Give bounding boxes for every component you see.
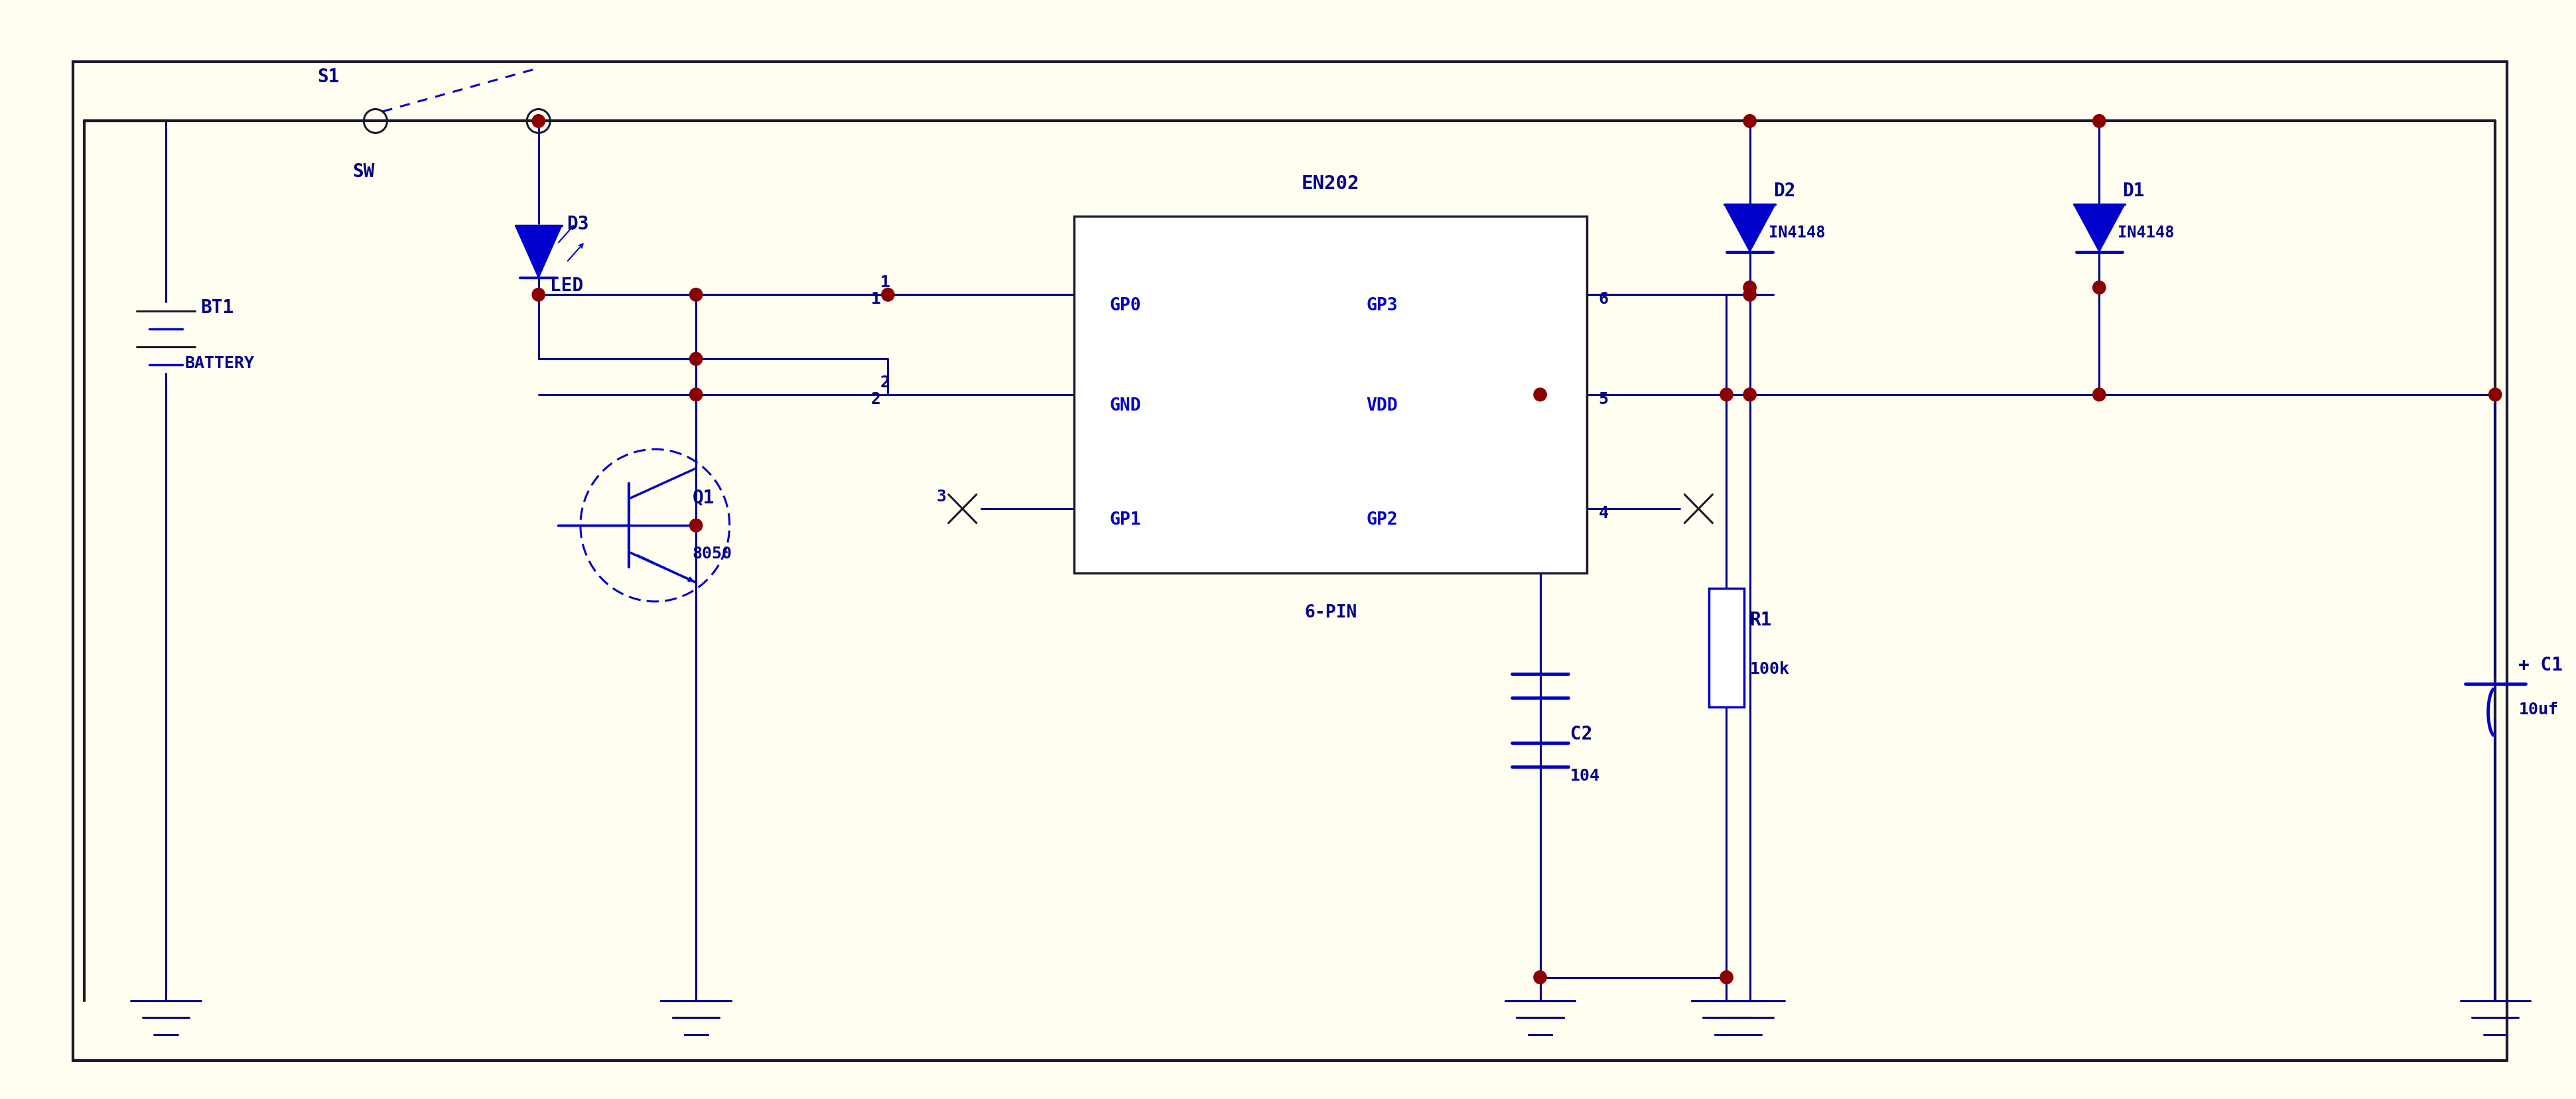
Text: + C1: + C1 (2519, 656, 2563, 675)
Circle shape (1744, 388, 1757, 401)
Circle shape (1744, 281, 1757, 295)
Text: VDD: VDD (1365, 397, 1399, 414)
Circle shape (690, 388, 703, 401)
Circle shape (1744, 289, 1757, 302)
Circle shape (690, 519, 703, 532)
Circle shape (1533, 970, 1546, 984)
Bar (1074, 217, 1587, 574)
Text: 4: 4 (1597, 506, 1607, 521)
Circle shape (1721, 970, 1734, 984)
Text: LED: LED (551, 277, 585, 296)
Text: 6: 6 (1597, 291, 1607, 307)
Circle shape (2092, 388, 2105, 401)
Text: 3: 3 (935, 488, 945, 504)
Text: 5: 5 (1597, 391, 1607, 407)
Text: Q1: Q1 (693, 488, 714, 507)
Text: R1: R1 (1749, 611, 1772, 629)
Polygon shape (1723, 204, 1775, 253)
Text: 1: 1 (881, 275, 891, 290)
Text: GP1: GP1 (1110, 511, 1141, 529)
Circle shape (690, 353, 703, 366)
Text: 8050: 8050 (693, 545, 732, 562)
Polygon shape (515, 226, 562, 278)
Text: 10uf: 10uf (2519, 701, 2558, 717)
Text: GP0: GP0 (1110, 297, 1141, 314)
Circle shape (881, 289, 894, 302)
Circle shape (533, 115, 546, 129)
Text: GND: GND (1110, 397, 1141, 414)
Text: D1: D1 (2123, 181, 2146, 200)
Text: 2: 2 (881, 375, 891, 390)
Text: S1: S1 (317, 67, 340, 86)
Text: D3: D3 (567, 214, 590, 233)
Circle shape (2092, 115, 2105, 129)
Bar (1708, 589, 1744, 708)
Circle shape (690, 289, 703, 302)
Text: IN4148: IN4148 (2117, 224, 2174, 241)
Text: BATTERY: BATTERY (185, 355, 255, 371)
Text: IN4148: IN4148 (1770, 224, 1826, 241)
Text: BT1: BT1 (201, 298, 234, 317)
Circle shape (1744, 115, 1757, 129)
Text: 6-PIN: 6-PIN (1303, 603, 1358, 621)
Text: 1: 1 (871, 291, 881, 307)
Text: SW: SW (353, 163, 374, 181)
Text: GP3: GP3 (1365, 297, 1399, 314)
Circle shape (1721, 388, 1734, 401)
Text: C2: C2 (1571, 724, 1592, 743)
Circle shape (533, 289, 546, 302)
Text: 104: 104 (1571, 768, 1600, 784)
Circle shape (1533, 388, 1546, 401)
Circle shape (2488, 388, 2501, 401)
Circle shape (2092, 281, 2105, 295)
Text: D2: D2 (1772, 181, 1795, 200)
Text: GP2: GP2 (1365, 511, 1399, 529)
Text: 100k: 100k (1749, 660, 1790, 677)
Polygon shape (2074, 204, 2125, 253)
Text: EN202: EN202 (1301, 175, 1360, 193)
Text: 2: 2 (871, 391, 881, 407)
